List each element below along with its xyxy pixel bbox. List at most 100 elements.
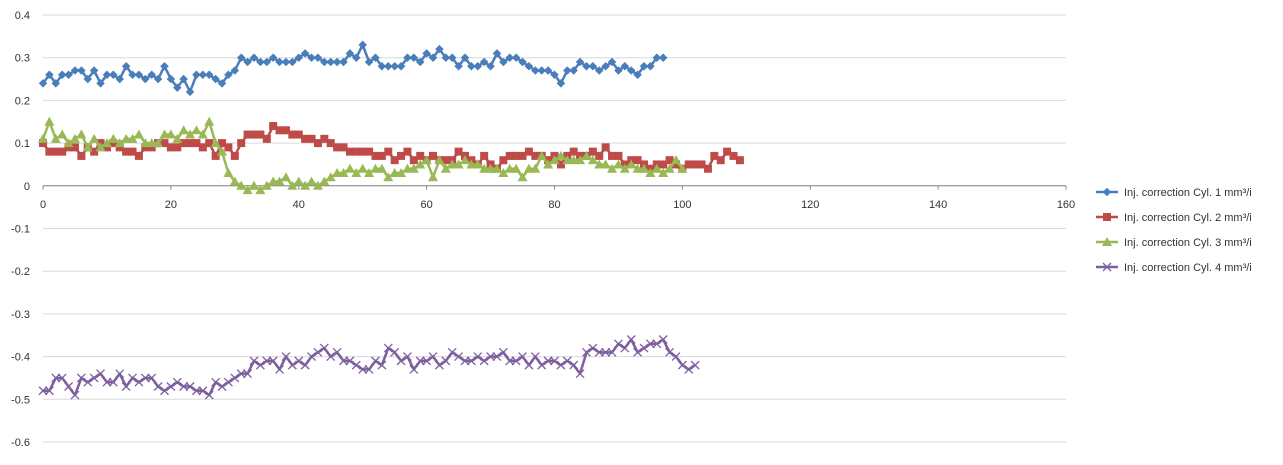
data-point-marker	[275, 364, 285, 374]
data-point-marker	[325, 172, 336, 182]
data-point-marker	[587, 155, 598, 165]
data-point-marker	[582, 61, 591, 71]
data-point-marker	[454, 61, 463, 71]
data-point-marker	[460, 53, 470, 63]
x-tick-label: 0	[40, 199, 46, 211]
data-point-marker	[133, 129, 144, 139]
data-point-marker	[384, 147, 393, 156]
data-point-marker	[524, 147, 533, 156]
data-point-marker	[531, 151, 540, 160]
data-point-marker	[236, 369, 246, 379]
data-point-marker	[383, 172, 394, 182]
data-point-marker	[511, 163, 522, 173]
x-tick-label: 160	[1057, 199, 1075, 211]
data-point-marker	[460, 356, 470, 366]
data-point-marker	[63, 138, 74, 148]
series-3	[38, 116, 688, 195]
data-point-marker	[639, 61, 649, 71]
data-point-marker	[90, 147, 99, 156]
y-tick-label: 0.3	[15, 53, 30, 65]
data-point-marker	[562, 356, 572, 366]
data-point-marker	[197, 129, 208, 139]
data-point-marker	[613, 339, 623, 349]
data-point-marker	[89, 66, 99, 75]
data-point-marker	[1102, 262, 1112, 272]
data-point-marker	[134, 151, 143, 160]
y-tick-label: 0.2	[15, 95, 30, 107]
data-point-marker	[447, 53, 457, 63]
data-point-marker	[575, 57, 585, 67]
data-point-marker	[671, 160, 680, 169]
data-point-marker	[434, 155, 445, 165]
data-point-marker	[498, 57, 508, 67]
data-point-marker	[38, 386, 48, 396]
data-point-marker	[153, 382, 163, 391]
data-point-marker	[467, 61, 476, 71]
data-point-marker	[192, 139, 201, 148]
data-point-marker	[345, 49, 355, 58]
data-point-marker	[530, 352, 540, 362]
data-point-marker	[50, 133, 61, 143]
data-point-marker	[237, 139, 246, 148]
data-point-marker	[459, 155, 470, 165]
data-point-marker	[313, 139, 322, 148]
data-point-marker	[664, 163, 675, 173]
data-point-marker	[45, 70, 54, 80]
data-point-marker	[243, 369, 253, 379]
data-point-marker	[236, 53, 246, 63]
data-point-marker	[147, 373, 157, 383]
data-point-marker	[351, 167, 362, 177]
data-point-marker	[229, 176, 240, 186]
data-point-marker	[128, 147, 137, 156]
legend-item: Inj. correction Cyl. 1 mm³/i	[1096, 187, 1252, 199]
data-point-marker	[51, 78, 61, 88]
legend-label: Inj. correction Cyl. 1 mm³/i	[1124, 187, 1252, 199]
data-point-marker	[89, 133, 100, 143]
data-point-marker	[89, 373, 99, 383]
data-point-marker	[530, 163, 541, 173]
data-point-marker	[351, 53, 361, 63]
data-point-marker	[390, 347, 400, 357]
data-point-marker	[313, 53, 323, 63]
data-point-marker	[601, 61, 611, 71]
data-point-marker	[248, 180, 259, 190]
data-point-marker	[447, 159, 458, 169]
data-point-marker	[665, 156, 674, 165]
data-point-marker	[280, 172, 291, 182]
data-point-marker	[57, 129, 68, 139]
data-point-marker	[505, 151, 514, 160]
data-point-marker	[109, 139, 118, 148]
data-point-marker	[601, 347, 611, 357]
data-point-marker	[262, 57, 272, 67]
data-point-marker	[166, 382, 176, 391]
data-point-marker	[434, 360, 444, 370]
data-point-marker	[301, 134, 310, 143]
data-point-marker	[70, 66, 80, 75]
data-point-marker	[364, 167, 375, 177]
data-point-marker	[102, 70, 112, 80]
data-point-marker	[217, 382, 227, 391]
data-point-marker	[230, 66, 240, 75]
data-point-marker	[479, 57, 489, 67]
data-point-marker	[281, 57, 291, 67]
data-point-marker	[512, 151, 521, 160]
data-point-marker	[441, 156, 450, 165]
data-point-marker	[429, 151, 438, 160]
data-point-marker	[275, 126, 284, 135]
data-point-marker	[556, 360, 566, 370]
data-point-marker	[428, 352, 438, 362]
data-point-marker	[421, 155, 432, 165]
x-tick-label: 140	[929, 199, 947, 211]
data-point-marker	[377, 360, 387, 370]
data-point-marker	[147, 70, 157, 80]
data-point-marker	[588, 147, 597, 156]
data-point-marker	[287, 180, 298, 190]
data-point-marker	[217, 78, 227, 88]
data-point-marker	[575, 369, 585, 379]
data-point-marker	[115, 143, 124, 152]
data-point-marker	[511, 356, 521, 366]
data-point-marker	[96, 78, 105, 88]
data-point-marker	[645, 167, 656, 177]
data-point-marker	[172, 83, 182, 92]
data-point-marker	[594, 159, 605, 169]
